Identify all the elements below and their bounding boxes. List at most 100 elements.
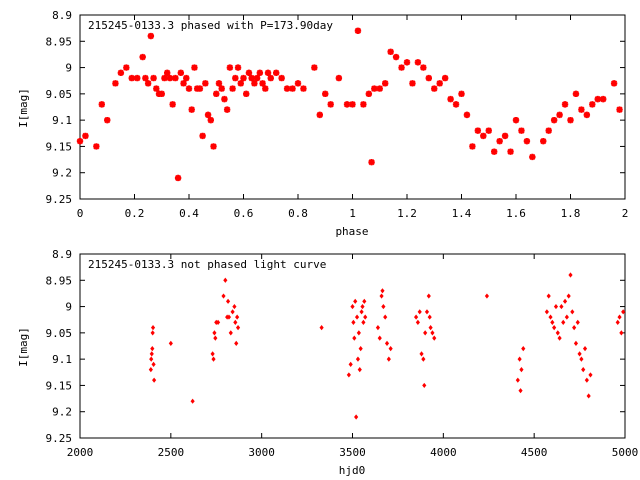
- y-tick-label: 9.25: [46, 432, 73, 445]
- data-point: [562, 298, 568, 304]
- data-point: [215, 319, 221, 325]
- data-point: [518, 388, 523, 394]
- data-point: [376, 85, 383, 92]
- data-point: [419, 351, 424, 357]
- data-point: [388, 346, 393, 352]
- data-point: [259, 80, 266, 87]
- data-point: [352, 335, 357, 341]
- y-tick-label: 8.9: [52, 248, 72, 261]
- data-point: [430, 330, 435, 336]
- data-point: [507, 148, 514, 155]
- y-tick-label: 9.2: [52, 167, 72, 180]
- data-point: [300, 85, 307, 92]
- x-tick-label: 0.6: [234, 207, 254, 220]
- data-point: [264, 69, 272, 77]
- data-point: [564, 314, 569, 320]
- data-point: [377, 335, 382, 341]
- data-point: [117, 69, 125, 77]
- y-axis-ticks: 8.9 8.95 9 9.05 9.1 9.15 9.2 9.25: [46, 9, 625, 206]
- data-point: [553, 303, 559, 310]
- data-point: [212, 330, 217, 336]
- data-point: [150, 346, 155, 352]
- data-point: [491, 148, 498, 155]
- data-point: [223, 277, 228, 283]
- data-point: [519, 367, 524, 373]
- data-point: [480, 132, 487, 140]
- x-tick-label: 0.4: [179, 207, 199, 220]
- data-point: [380, 288, 385, 294]
- data-point: [570, 309, 575, 315]
- data-points: [76, 27, 623, 182]
- data-point: [353, 298, 358, 304]
- data-point: [164, 69, 171, 77]
- data-point: [221, 95, 228, 103]
- x-axis-label: phase: [335, 225, 368, 238]
- data-point: [403, 59, 411, 66]
- data-point: [581, 367, 586, 373]
- data-point: [381, 303, 386, 310]
- data-point: [521, 346, 526, 352]
- data-point: [221, 293, 226, 299]
- unphased-light-curve-panel: 2000 2500 3000 3500 4000 4500 5000 8.9 8.95 9 9.0…: [17, 248, 638, 477]
- y-tick-label: 9.2: [52, 406, 72, 419]
- data-point: [577, 351, 582, 357]
- data-point: [223, 106, 231, 113]
- x-tick-label: 1.6: [506, 207, 526, 220]
- data-point: [278, 74, 285, 82]
- data-point: [421, 356, 426, 362]
- data-point: [441, 74, 449, 82]
- data-point: [382, 80, 389, 87]
- data-point: [529, 153, 536, 161]
- data-point: [354, 414, 359, 420]
- data-point: [557, 335, 562, 341]
- data-point: [93, 143, 100, 150]
- data-point: [316, 111, 323, 119]
- data-point: [447, 95, 454, 103]
- data-point: [427, 314, 432, 320]
- data-point: [546, 293, 551, 299]
- data-point: [474, 127, 482, 134]
- x-tick-label: 1.8: [561, 207, 581, 220]
- data-point: [386, 356, 391, 362]
- data-point: [354, 314, 360, 320]
- data-point: [469, 143, 476, 150]
- data-point: [387, 48, 394, 55]
- data-point: [168, 340, 173, 346]
- data-point: [161, 74, 168, 82]
- y-tick-label: 9: [65, 301, 72, 314]
- data-point: [348, 361, 353, 367]
- data-point: [180, 80, 187, 87]
- data-point: [166, 74, 174, 82]
- data-point: [359, 309, 364, 315]
- data-point: [229, 85, 236, 92]
- data-point: [112, 80, 119, 87]
- data-point: [550, 319, 555, 325]
- data-point: [199, 132, 206, 140]
- data-point: [215, 80, 223, 87]
- data-point: [417, 309, 422, 315]
- x-tick-label: 0.8: [288, 207, 308, 220]
- data-point: [561, 319, 566, 325]
- x-tick-label: 1: [349, 207, 356, 220]
- y-tick-label: 8.95: [46, 274, 73, 287]
- data-point: [191, 64, 198, 71]
- data-point: [211, 356, 216, 362]
- data-point: [362, 298, 367, 304]
- data-point: [248, 74, 255, 82]
- data-point: [463, 111, 471, 119]
- data-point: [251, 80, 258, 87]
- data-point: [621, 309, 626, 315]
- data-point: [428, 325, 433, 331]
- data-point: [379, 293, 384, 299]
- data-point: [615, 319, 620, 325]
- data-point: [431, 85, 438, 92]
- data-point: [256, 69, 264, 77]
- y-axis-label: I[mag]: [17, 88, 30, 128]
- y-tick-label: 8.9: [52, 9, 72, 22]
- data-point: [383, 314, 388, 320]
- data-point: [619, 330, 624, 336]
- data-point: [234, 64, 242, 71]
- data-point: [188, 106, 195, 113]
- x-tick-label: 3000: [248, 446, 275, 459]
